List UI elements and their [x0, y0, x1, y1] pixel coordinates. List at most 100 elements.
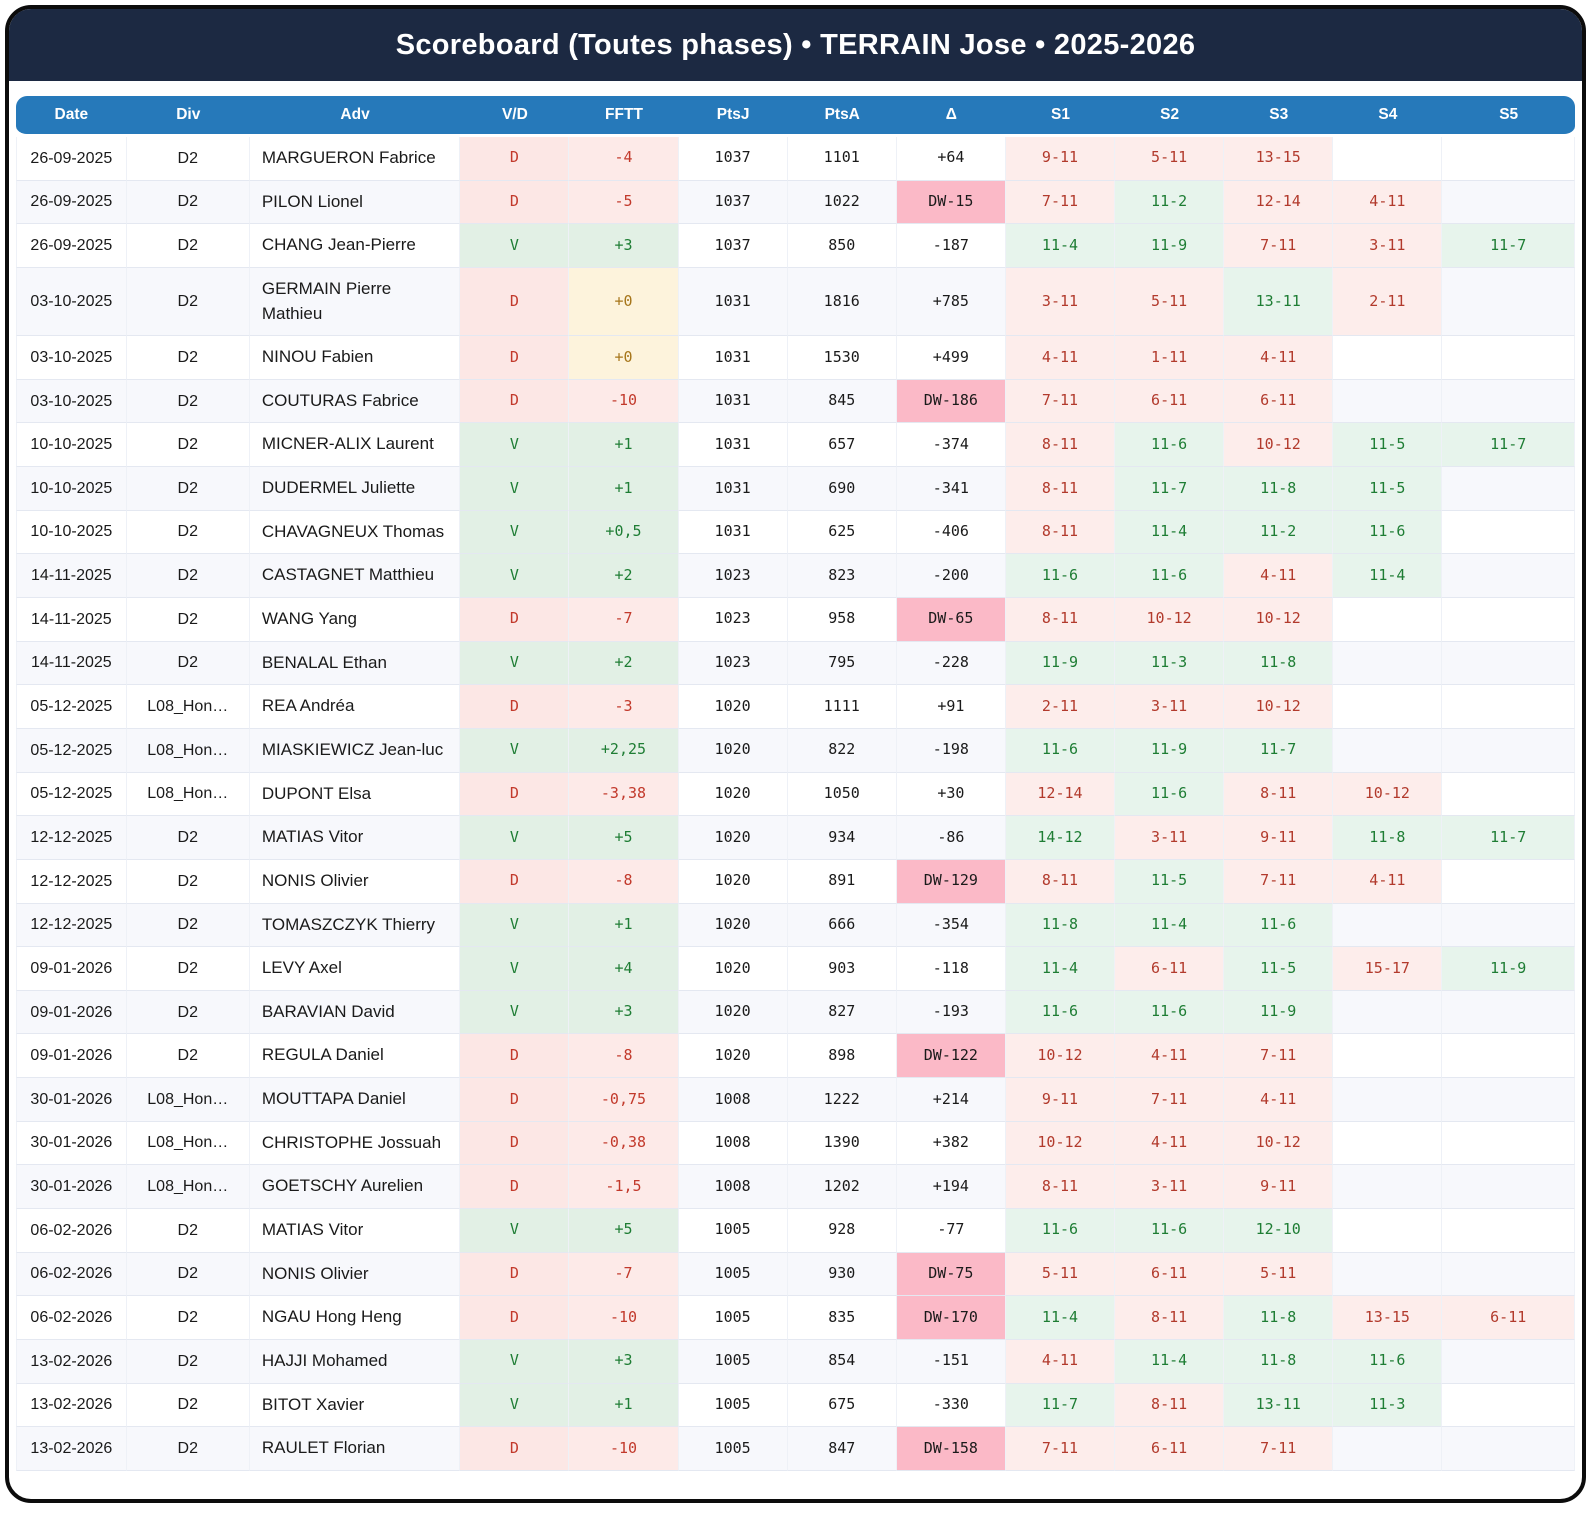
- cell-ptsj: 1005: [678, 1252, 788, 1297]
- cell-delta: -406: [896, 510, 1006, 555]
- cell-s2: 4-11: [1115, 1121, 1225, 1166]
- cell-date: 30-01-2026: [16, 1165, 127, 1210]
- table-row: 12-12-2025 D2 MATIAS Vitor V +5 1020 934 -86 14-…: [16, 816, 1575, 860]
- cell-delta: -151: [896, 1339, 1006, 1384]
- cell-date: 03-10-2025: [16, 267, 127, 337]
- cell-fftt: +0: [569, 336, 679, 380]
- column-header-delta: Δ: [896, 96, 1006, 137]
- cell-div: D2: [126, 990, 250, 1035]
- cell-delta: +91: [896, 685, 1006, 729]
- cell-ptsa: 1111: [787, 685, 897, 729]
- cell-div: L08_Hon…: [126, 728, 250, 773]
- table-row: 10-10-2025 D2 MICNER-ALIX Laurent V +1 1031 65…: [16, 423, 1575, 468]
- cell-ptsj: 1031: [678, 423, 788, 468]
- cell-ptsj: 1008: [678, 1165, 788, 1210]
- cell-s1: 4-11: [1005, 336, 1116, 380]
- cell-s2: 11-5: [1115, 859, 1225, 904]
- cell-s3: 12-14: [1224, 180, 1334, 225]
- cell-s5: [1442, 903, 1575, 948]
- cell-s1: 8-11: [1005, 467, 1116, 511]
- cell-s3: 7-11: [1224, 1034, 1334, 1079]
- cell-s5: [1442, 1121, 1575, 1166]
- cell-ptsj: 1037: [678, 224, 788, 268]
- cell-s4: 11-3: [1333, 1383, 1443, 1428]
- cell-s1: 2-11: [1005, 685, 1116, 729]
- cell-s5: 11-7: [1442, 423, 1575, 468]
- cell-s3: 10-12: [1224, 685, 1334, 729]
- cell-vd: V: [460, 423, 570, 468]
- cell-s5: [1442, 267, 1575, 337]
- table-container: Date Div Adv V/D FFTT PtsJ PtsA Δ S1 S2 S3 S4 S5 26-…: [9, 81, 1582, 1483]
- cell-date: 05-12-2025: [16, 772, 127, 817]
- cell-adv: COUTURAS Fabrice: [249, 379, 461, 424]
- cell-s1: 11-6: [1005, 1209, 1116, 1253]
- cell-div: D2: [126, 947, 250, 991]
- cell-s1: 10-12: [1005, 1121, 1116, 1166]
- table-row: 06-02-2026 D2 MATIAS Vitor V +5 1005 928 -77 11-…: [16, 1209, 1575, 1253]
- cell-vd: D: [460, 1121, 570, 1166]
- table-row: 13-02-2026 D2 HAJJI Mohamed V +3 1005 854 -151 4…: [16, 1339, 1575, 1384]
- cell-ptsj: 1005: [678, 1427, 788, 1471]
- cell-vd: V: [460, 728, 570, 773]
- cell-s3: 11-8: [1224, 1339, 1334, 1384]
- cell-s3: 11-8: [1224, 467, 1334, 511]
- cell-s1: 7-11: [1005, 1427, 1116, 1471]
- cell-date: 14-11-2025: [16, 554, 127, 599]
- cell-div: D2: [126, 1034, 250, 1079]
- cell-s2: 11-7: [1115, 467, 1225, 511]
- cell-s2: 11-6: [1115, 423, 1225, 468]
- column-header-s1: S1: [1005, 96, 1116, 137]
- cell-s1: 8-11: [1005, 510, 1116, 555]
- cell-delta: -354: [896, 903, 1006, 948]
- table-row: 06-02-2026 D2 NONIS Olivier D -7 1005 930 DW-75…: [16, 1252, 1575, 1297]
- cell-vd: V: [460, 903, 570, 948]
- table-row: 09-01-2026 D2 BARAVIAN David V +3 1020 827 -193…: [16, 990, 1575, 1035]
- cell-delta: +64: [896, 137, 1006, 181]
- table-row: 06-02-2026 D2 NGAU Hong Heng D -10 1005 835 DW-…: [16, 1296, 1575, 1340]
- cell-date: 03-10-2025: [16, 379, 127, 424]
- cell-div: D2: [126, 137, 250, 181]
- cell-ptsa: 850: [787, 224, 897, 268]
- cell-adv: NINOU Fabien: [249, 336, 461, 380]
- cell-s5: [1442, 728, 1575, 773]
- cell-s5: [1442, 990, 1575, 1035]
- cell-div: D2: [126, 510, 250, 555]
- cell-div: D2: [126, 554, 250, 599]
- cell-vd: D: [460, 336, 570, 380]
- cell-vd: D: [460, 1252, 570, 1297]
- cell-ptsj: 1008: [678, 1121, 788, 1166]
- cell-s4: 11-8: [1333, 816, 1443, 860]
- cell-ptsa: 666: [787, 903, 897, 948]
- cell-ptsa: 690: [787, 467, 897, 511]
- cell-s3: 7-11: [1224, 224, 1334, 268]
- cell-ptsj: 1020: [678, 859, 788, 904]
- cell-date: 26-09-2025: [16, 224, 127, 268]
- cell-adv: NGAU Hong Heng: [249, 1296, 461, 1340]
- cell-ptsj: 1023: [678, 641, 788, 686]
- cell-fftt: -8: [569, 859, 679, 904]
- cell-s5: [1442, 1078, 1575, 1122]
- cell-adv: BARAVIAN David: [249, 990, 461, 1035]
- table-row: 05-12-2025 L08_Hon… MIASKIEWICZ Jean-luc V +…: [16, 728, 1575, 773]
- cell-vd: V: [460, 467, 570, 511]
- table-row: 12-12-2025 D2 NONIS Olivier D -8 1020 891 DW-12…: [16, 859, 1575, 904]
- cell-s1: 10-12: [1005, 1034, 1116, 1079]
- cell-ptsa: 854: [787, 1339, 897, 1384]
- cell-date: 09-01-2026: [16, 947, 127, 991]
- cell-ptsa: 1022: [787, 180, 897, 225]
- cell-ptsj: 1037: [678, 137, 788, 181]
- cell-delta: DW-158: [896, 1427, 1006, 1471]
- cell-s1: 8-11: [1005, 423, 1116, 468]
- cell-div: L08_Hon…: [126, 685, 250, 729]
- cell-s2: 8-11: [1115, 1383, 1225, 1428]
- cell-fftt: +3: [569, 1339, 679, 1384]
- column-header-adv: Adv: [249, 96, 461, 137]
- cell-s2: 10-12: [1115, 598, 1225, 642]
- cell-s1: 12-14: [1005, 772, 1116, 817]
- table-row: 14-11-2025 D2 BENALAL Ethan V +2 1023 795 -228 1…: [16, 641, 1575, 686]
- cell-s2: 1-11: [1115, 336, 1225, 380]
- cell-ptsj: 1031: [678, 379, 788, 424]
- cell-ptsj: 1005: [678, 1383, 788, 1428]
- cell-ptsa: 1530: [787, 336, 897, 380]
- cell-date: 30-01-2026: [16, 1078, 127, 1122]
